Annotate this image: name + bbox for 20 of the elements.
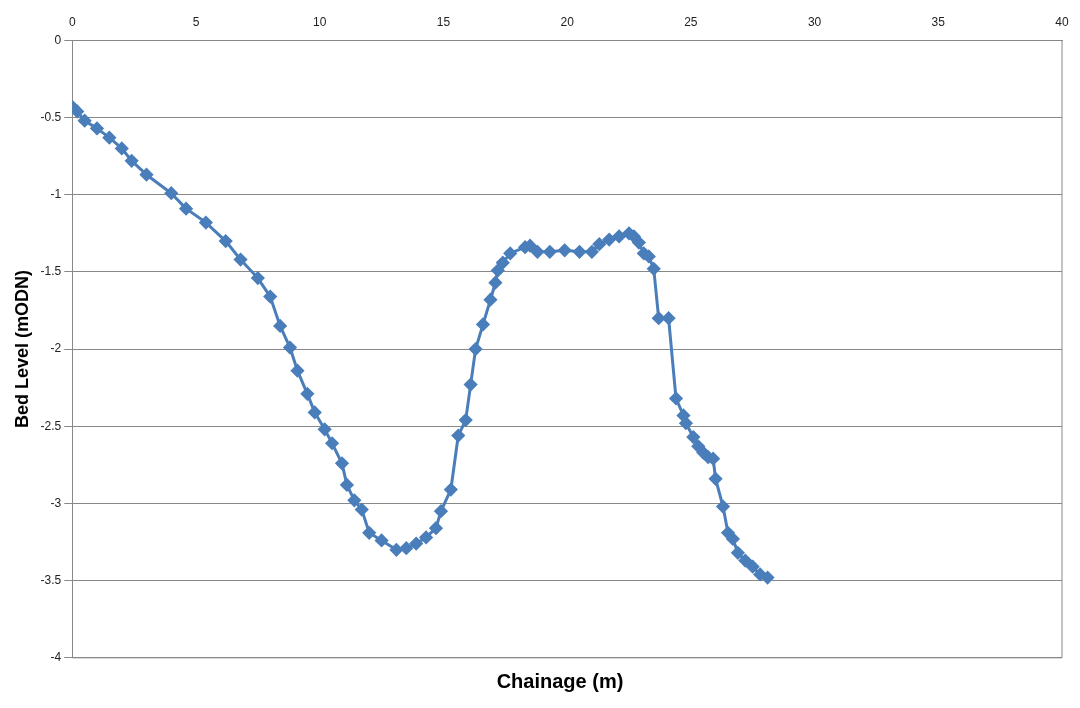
y-tick-label: -2 [50,341,62,356]
y-tick-label: -3 [50,495,62,510]
y-tick-label: -4 [50,650,62,665]
x-tick-label: 40 [1055,14,1069,29]
y-axis-title: Bed Level (mODN) [11,270,32,429]
x-tick-label: 5 [192,14,200,29]
y-tick-label: 0 [54,32,62,47]
x-tick-label: 15 [436,14,451,29]
y-tick-label: -1 [50,187,62,202]
y-tick-label: -0.5 [40,109,62,124]
x-tick-label: 25 [684,14,698,29]
x-tick-label: 20 [560,14,575,29]
x-tick-label: 10 [313,14,327,29]
x-tick-label: 35 [931,14,946,29]
y-tick-label: -3.5 [40,572,62,587]
y-tick-label: -1.5 [40,264,62,279]
y-tick-label: -2.5 [40,418,62,433]
x-axis-title: Chainage (m) [495,670,625,693]
x-tick-label: 30 [807,14,822,29]
x-tick-label: 0 [68,14,76,29]
